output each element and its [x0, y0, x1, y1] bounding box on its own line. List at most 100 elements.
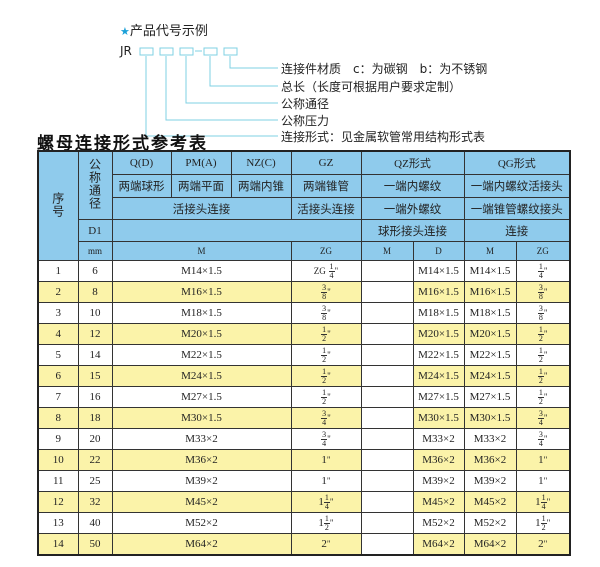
inch-mark: " — [543, 539, 548, 549]
table-row: 2 8 M16×1.5 3 8 " M16×1.5 M16×1.5 3 8 " — [37, 281, 571, 303]
cell-dn: 20 — [77, 428, 113, 450]
cell-m: M45×2 — [111, 491, 292, 513]
cell-dn: 14 — [77, 344, 113, 366]
legend-connection: 连接形式：见金属软管常用结构形式表 — [281, 130, 486, 144]
cell-m: M20×1.5 — [111, 323, 292, 345]
header-q-desc: 两端球形 — [111, 174, 172, 198]
table-row: 10 22 M36×2 1" M36×2 M36×2 1" — [37, 449, 571, 471]
inch-mark: " — [546, 496, 551, 507]
inch-mark: " — [327, 433, 331, 444]
zg-prefix: ZG — [313, 265, 326, 276]
cell-no: 7 — [37, 386, 79, 408]
whole-part: 1 — [535, 516, 541, 529]
cell-qg-m: M45×2 — [463, 491, 517, 513]
cell-dn: 6 — [77, 260, 113, 282]
cell-qz-d: M36×2 — [412, 449, 465, 471]
table-row: 11 25 M39×2 1" M39×2 M39×2 1" — [37, 470, 571, 492]
cell-m: M33×2 — [111, 428, 292, 450]
inch-mark: " — [327, 370, 331, 381]
table-row: 14 50 M64×2 2" M64×2 M64×2 2" — [37, 533, 571, 556]
table-row: 6 15 M24×1.5 1 2 " M24×1.5 M24×1.5 1 2 " — [37, 365, 571, 387]
cell-qg-m: M14×1.5 — [463, 260, 517, 282]
header-gz: GZ — [290, 150, 362, 175]
cell-qz-m — [360, 470, 414, 492]
cell-m: M30×1.5 — [111, 407, 292, 429]
header-qz-d: D — [412, 241, 465, 261]
legend-material: 连接件材质 c：为碳钢 b：为不锈钢 — [281, 62, 488, 76]
header-qg-m: M — [463, 241, 517, 261]
cell-qz-m — [360, 407, 414, 429]
cell-qg-zg: 3 4 " — [515, 407, 571, 429]
cell-m: M64×2 — [111, 533, 292, 556]
inch-mark: " — [329, 496, 334, 507]
cell-m: M27×1.5 — [111, 386, 292, 408]
cell-no: 13 — [37, 512, 79, 534]
cell-m: M14×1.5 — [111, 260, 292, 282]
cell-no: 1 — [37, 260, 79, 282]
cell-qg-m: M36×2 — [463, 449, 517, 471]
code-box-3 — [179, 47, 194, 56]
cell-zg: 3 4 " — [290, 428, 362, 450]
cell-m: M36×2 — [111, 449, 292, 471]
cell-no: 10 — [37, 449, 79, 471]
header-qg-desc: 一端内螺纹活接头 — [463, 174, 571, 198]
cell-qz-m — [360, 512, 414, 534]
header-qg: QG形式 — [463, 150, 571, 175]
cell-qz-d: M30×1.5 — [412, 407, 465, 429]
cell-qg-zg: 3 8 " — [515, 302, 571, 324]
header-gz-desc: 两端锥管 — [290, 174, 362, 198]
table-row: 8 18 M30×1.5 3 4 " M30×1.5 M30×1.5 3 4 " — [37, 407, 571, 429]
cell-zg: ZG 1 4 " — [290, 260, 362, 282]
code-example-heading: ★产品代号示例 — [120, 20, 208, 39]
inch-mark: " — [326, 455, 331, 465]
inch-mark: " — [327, 307, 331, 318]
cell-qz-m — [360, 386, 414, 408]
cell-qz-m — [360, 260, 414, 282]
cell-qg-zg: 1 2 " — [515, 323, 571, 345]
whole-part: 1 — [318, 516, 324, 529]
cell-qz-d: M16×1.5 — [412, 281, 465, 303]
code-example-title: 产品代号示例 — [129, 24, 208, 39]
cell-qz-d: M33×2 — [412, 428, 465, 450]
cell-qz-d: M20×1.5 — [412, 323, 465, 345]
inch-mark: " — [543, 265, 548, 276]
cell-qg-m: M22×1.5 — [463, 344, 517, 366]
header-pm: PM(A) — [170, 150, 232, 175]
code-prefix: JR — [120, 44, 132, 58]
inch-mark: " — [326, 476, 331, 486]
header-dn: 公称通径 — [77, 150, 113, 220]
table-row: 4 12 M20×1.5 1 2 " M20×1.5 M20×1.5 1 2 " — [37, 323, 571, 345]
inch-mark: " — [327, 412, 331, 423]
cell-no: 4 — [37, 323, 79, 345]
cell-qz-m — [360, 533, 414, 556]
whole-part: 2 — [321, 538, 327, 550]
cell-qg-zg: 1 2 " — [515, 344, 571, 366]
cell-dn: 22 — [77, 449, 113, 471]
cell-qg-zg: 3 4 " — [515, 428, 571, 450]
cell-m: M39×2 — [111, 470, 292, 492]
table-row: 9 20 M33×2 3 4 " M33×2 M33×2 3 4 " — [37, 428, 571, 450]
inch-mark: " — [543, 349, 548, 360]
cell-m: M52×2 — [111, 512, 292, 534]
cell-dn: 16 — [77, 386, 113, 408]
cell-zg: 3 4 " — [290, 407, 362, 429]
inch-mark: " — [546, 517, 551, 528]
cell-qg-m: M33×2 — [463, 428, 517, 450]
cell-qg-m: M52×2 — [463, 512, 517, 534]
code-box-2 — [159, 47, 174, 56]
cell-no: 6 — [37, 365, 79, 387]
inch-mark: " — [543, 412, 548, 423]
cell-qg-m: M39×2 — [463, 470, 517, 492]
cell-zg: 3 8 " — [290, 302, 362, 324]
table-row: 13 40 M52×2 1 1 2 " M52×2 M52×2 1 1 2 " — [37, 512, 571, 534]
code-box-5 — [223, 47, 238, 56]
